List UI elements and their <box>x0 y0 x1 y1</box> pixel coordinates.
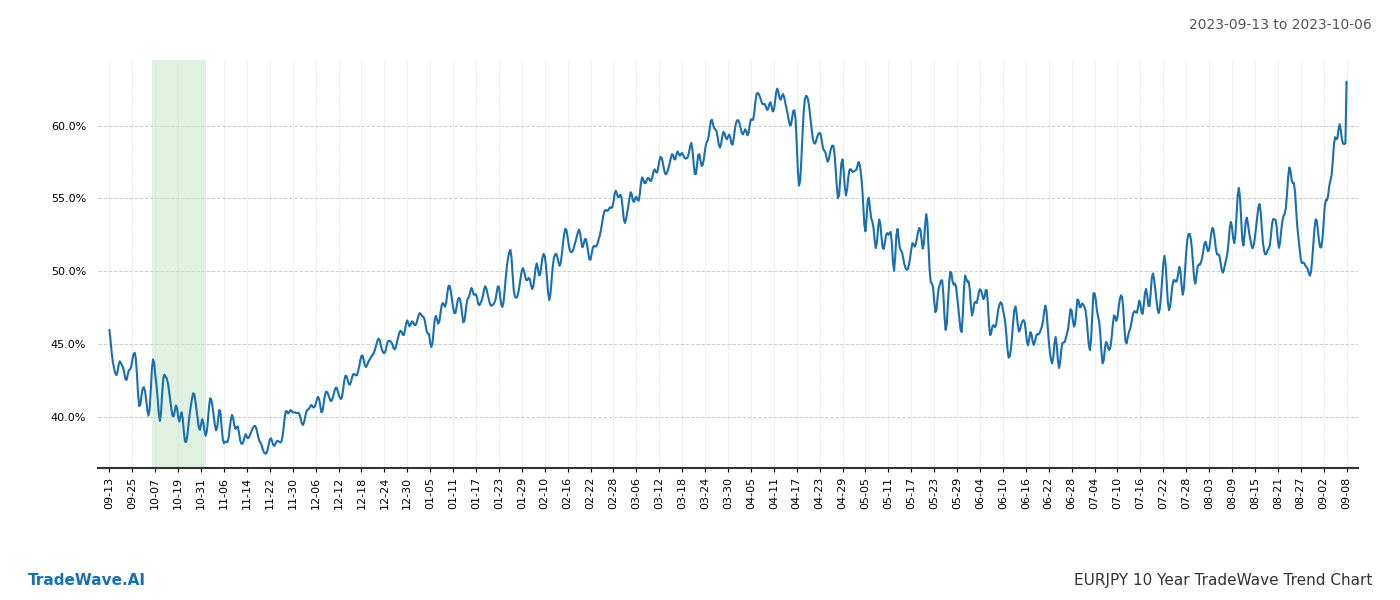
Text: TradeWave.AI: TradeWave.AI <box>28 573 146 588</box>
Text: EURJPY 10 Year TradeWave Trend Chart: EURJPY 10 Year TradeWave Trend Chart <box>1074 573 1372 588</box>
Bar <box>151 60 206 468</box>
Text: 2023-09-13 to 2023-10-06: 2023-09-13 to 2023-10-06 <box>1189 18 1372 32</box>
